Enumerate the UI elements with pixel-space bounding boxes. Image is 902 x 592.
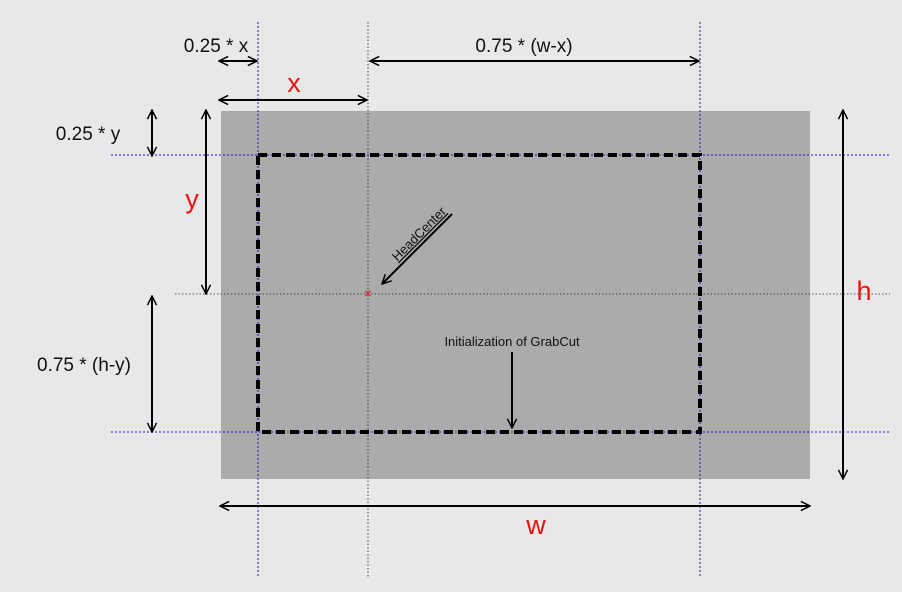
label-three-quarter-h-minus-y: 0.75 * (h-y)	[37, 355, 131, 376]
arrow-head-center-pointer	[382, 213, 453, 284]
label-grabcut-init: Initialization of GrabCut	[444, 334, 580, 349]
label-h: h	[856, 276, 871, 306]
label-quarter-y: 0.25 * y	[56, 124, 121, 145]
image-region	[221, 111, 810, 479]
head-center-marker: ×	[364, 285, 372, 301]
label-three-quarter-w-minus-x: 0.75 * (w-x)	[475, 36, 572, 57]
label-w: w	[525, 510, 546, 540]
label-x: x	[287, 68, 301, 98]
label-y: y	[185, 184, 199, 214]
label-quarter-x: 0.25 * x	[184, 36, 249, 57]
grabcut-init-box	[256, 153, 702, 434]
